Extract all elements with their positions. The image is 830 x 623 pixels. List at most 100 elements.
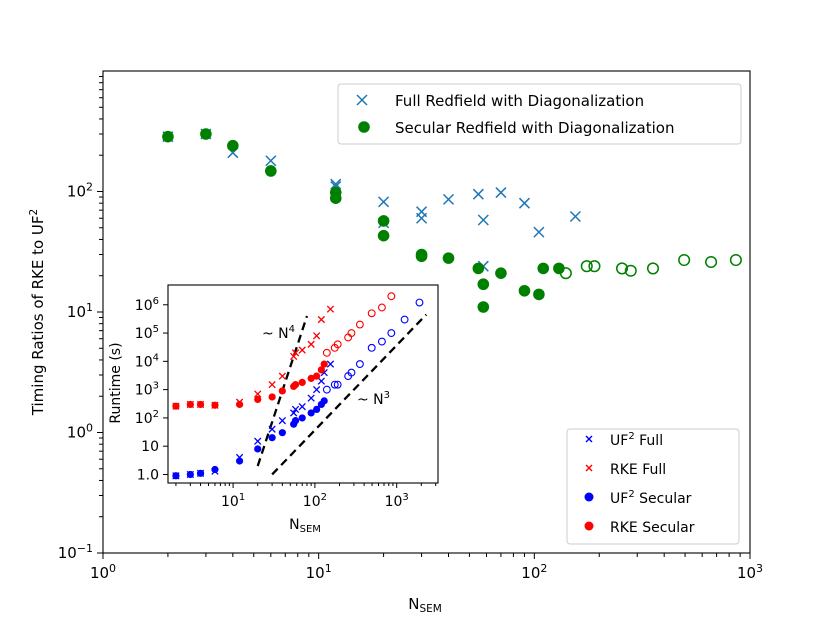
main-y-tick-label-exp: 1 xyxy=(86,301,93,314)
inset-y-tick-label-base: 1.0 xyxy=(137,467,159,483)
inset-legend-label-rke-full: RKE Full xyxy=(610,462,666,478)
main-point-secular xyxy=(415,250,428,263)
inset-plot-frame xyxy=(167,284,439,484)
main-point-secular xyxy=(377,229,390,242)
main-point-secular-hollow xyxy=(615,262,629,275)
inset-point-secular xyxy=(320,397,328,405)
inset-point-full xyxy=(307,394,315,402)
main-legend-marker-full xyxy=(356,94,368,106)
inset-legend-label-uf2-full: UF2 Full xyxy=(610,431,663,449)
main-point-full xyxy=(472,188,484,200)
main-legend-label-full: Full Redfield with Diagonalization xyxy=(395,92,644,110)
inset-y-tick-label-exp: 6 xyxy=(153,296,159,307)
inset-legend-marker-uf2-full xyxy=(585,435,593,443)
inset-point-full xyxy=(307,340,315,348)
main-point-secular xyxy=(265,165,277,177)
inset-y-tick-label-base: 10 xyxy=(135,354,153,370)
inset-point-secular xyxy=(307,409,315,417)
inset-point-secular xyxy=(320,360,328,368)
main-legend-label-secular: Secular Redfield with Diagonalization xyxy=(395,119,674,137)
inset-x-tick-label-exp: 2 xyxy=(321,492,327,503)
inset-y-tick-label-base: 10 xyxy=(135,326,153,342)
main-point-full xyxy=(442,193,455,205)
main-point-secular xyxy=(329,192,342,204)
main-point-secular xyxy=(162,130,174,143)
main-y-tick-label: 101 xyxy=(67,301,93,321)
inset-y-tick-label: 105 xyxy=(135,324,159,342)
inset-legend-uf2-secular-sup: 2 xyxy=(628,489,634,500)
inset-point-secular xyxy=(307,374,315,382)
inset-annotation-n3-sup: 3 xyxy=(384,390,390,401)
inset-point-secular-hollow xyxy=(377,337,386,346)
inset-point-secular xyxy=(186,470,194,479)
inset-y-tick-label: 1.0 xyxy=(137,467,159,483)
inset-point-secular xyxy=(196,469,205,477)
main-x-tick-label-exp: 0 xyxy=(109,562,116,575)
inset-x-label-sub: SEM xyxy=(300,524,321,535)
inset-y-tick-label: 106 xyxy=(135,296,159,314)
inset-x-tick-label-base: 10 xyxy=(221,494,239,510)
main-point-full xyxy=(378,196,390,208)
main-x-tick-label: 103 xyxy=(737,562,763,582)
main-point-full xyxy=(416,212,428,224)
main-x-ticks: 100 101 102 103 xyxy=(90,553,763,582)
main-point-secular xyxy=(537,262,550,275)
inset-x-axis-label: NSEM xyxy=(289,517,321,535)
inset-legend-rke-full-rest: Full xyxy=(638,462,666,478)
main-point-secular xyxy=(533,288,545,301)
inset-x-tick-label-base: 10 xyxy=(385,494,403,510)
main-x-tick-label-base: 10 xyxy=(90,564,109,582)
main-point-secular-hollow xyxy=(678,253,691,267)
main-point-secular xyxy=(442,252,455,264)
inset-legend-marker-uf2-secular xyxy=(584,492,594,502)
inset-legend-label-uf2-secular: UF2 Secular xyxy=(610,489,692,507)
inset-point-secular-hollow xyxy=(355,360,364,369)
inset-x-tick-label-exp: 3 xyxy=(402,492,408,503)
inset-point-secular xyxy=(278,429,286,437)
main-x-tick-label-exp: 1 xyxy=(325,562,332,575)
inset-point-full xyxy=(268,425,276,433)
inset-point-secular xyxy=(291,381,300,389)
main-legend-marker-secular xyxy=(358,121,370,133)
inset-point-full xyxy=(291,349,300,357)
inset-point-secular xyxy=(172,472,180,480)
inset-point-full xyxy=(289,352,298,361)
inset-point-secular-hollow xyxy=(333,340,342,349)
main-x-tick-label-base: 10 xyxy=(521,564,540,582)
inset-point-full xyxy=(312,332,321,340)
inset-y-tick-label-base: 10 xyxy=(135,383,153,399)
inset-point-full xyxy=(291,405,300,414)
inset-point-full xyxy=(317,377,326,385)
inset-legend: UF2 Full RKE Full UF2 Secular RKE Secula… xyxy=(566,428,740,545)
inset-legend-rke-secular-main: RKE xyxy=(610,520,638,536)
inset-y-tick-label-exp: 3 xyxy=(153,381,159,392)
inset-point-secular xyxy=(211,401,219,409)
inset-guide-n3-line xyxy=(271,313,428,476)
main-point-secular xyxy=(518,284,531,297)
main-x-tick-label: 102 xyxy=(521,562,547,582)
inset-point-full xyxy=(278,416,287,425)
inset-x-tick-label: 103 xyxy=(385,492,409,510)
inset-legend-rke-secular-rest: Secular xyxy=(638,520,695,536)
main-y-label-main: Timing Ratios of RKE to UF xyxy=(29,215,47,416)
main-y-tick-label: 100 xyxy=(67,422,93,442)
inset-point-secular xyxy=(298,378,306,387)
main-y-tick-label-base: 10 xyxy=(58,544,77,562)
inset-point-secular xyxy=(313,405,321,413)
inset-legend-uf2-full-rest: Full xyxy=(635,433,663,449)
main-point-secular-hollow xyxy=(646,262,660,275)
inset-legend-marker-rke-secular xyxy=(584,521,594,531)
inset-legend-rke-full-main: RKE xyxy=(610,462,638,478)
main-point-full xyxy=(495,187,507,199)
inset-point-full xyxy=(326,360,335,368)
inset-point-secular-hollow xyxy=(415,298,424,307)
main-point-secular xyxy=(477,301,490,313)
inset-point-secular-hollow xyxy=(377,303,386,312)
main-y-label-sup: 2 xyxy=(28,209,40,216)
main-point-secular-hollow xyxy=(705,255,718,269)
inset-legend-frame xyxy=(566,428,740,545)
main-y-tick-label-base: 10 xyxy=(67,424,86,442)
